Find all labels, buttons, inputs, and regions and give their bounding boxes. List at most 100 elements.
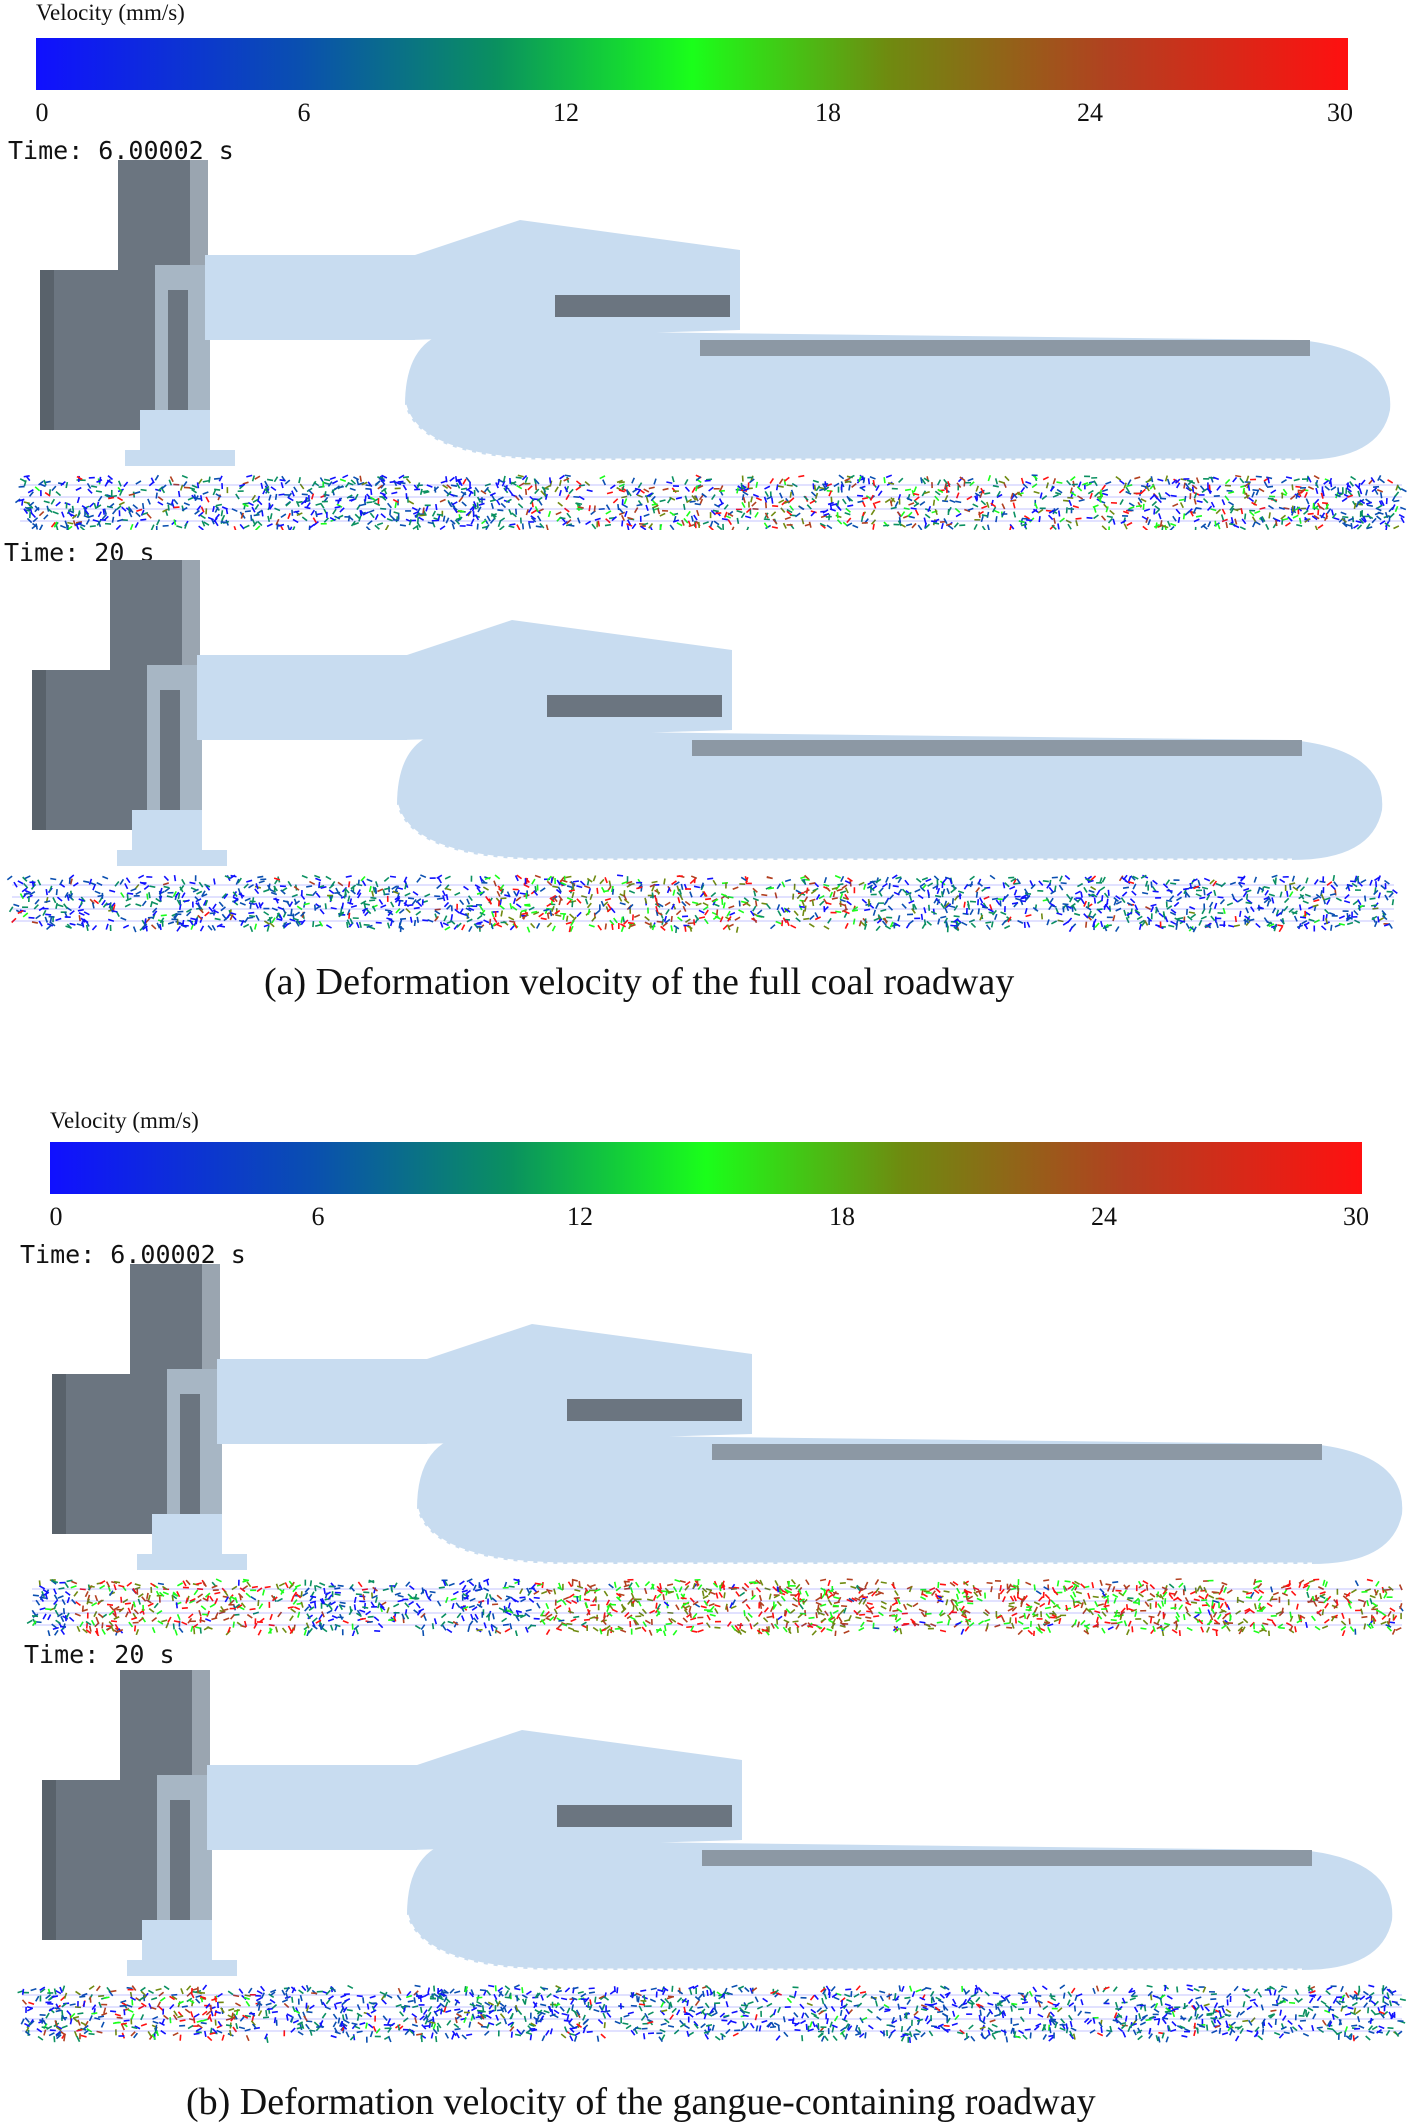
velocity-particle [358, 921, 362, 928]
velocity-particle [150, 477, 155, 484]
velocity-particle [1044, 1606, 1052, 1610]
velocity-particle [315, 1619, 322, 1624]
velocity-particle [1097, 496, 1103, 503]
velocity-particle [1313, 474, 1320, 480]
velocity-particle [466, 524, 473, 527]
velocity-particle [268, 916, 272, 924]
velocity-particle [549, 897, 556, 903]
velocity-particle [697, 1622, 704, 1625]
velocity-particle [1268, 893, 1275, 897]
velocity-particle [505, 1611, 512, 1616]
velocity-particle [965, 1594, 969, 1601]
velocity-particle [1346, 921, 1354, 926]
velocity-particle [664, 901, 671, 907]
velocity-particle [784, 878, 792, 883]
velocity-particle [87, 1584, 91, 1591]
velocity-particle [832, 891, 836, 898]
velocity-particle [1238, 910, 1242, 917]
velocity-particle [1001, 1616, 1006, 1623]
velocity-particle [670, 1617, 677, 1623]
velocity-particle [1346, 487, 1352, 493]
velocity-particle [124, 883, 129, 890]
velocity-particle [324, 478, 331, 482]
velocity-particle [1064, 874, 1071, 880]
velocity-particle [1282, 488, 1288, 495]
velocity-particle [26, 894, 33, 899]
velocity-particle [127, 892, 134, 895]
velocity-particle [895, 1617, 902, 1623]
velocity-particle [949, 499, 956, 504]
velocity-particle [218, 475, 223, 482]
velocity-particle [1330, 486, 1337, 491]
velocity-particle [478, 502, 485, 506]
velocity-particle [799, 1603, 804, 1610]
velocity-particle [89, 898, 95, 905]
velocity-particle [743, 897, 750, 903]
velocity-particle [1307, 476, 1312, 483]
velocity-particle [283, 922, 290, 929]
velocity-particle [447, 501, 453, 508]
velocity-particle [731, 526, 735, 530]
velocity-particle [159, 923, 162, 931]
velocity-particle [465, 510, 472, 517]
velocity-particle [296, 512, 303, 517]
velocity-particle [497, 496, 504, 501]
velocity-particle [708, 1602, 715, 1607]
velocity-particle [606, 1605, 610, 1613]
velocity-particle [524, 904, 531, 907]
velocity-particle [767, 887, 775, 890]
velocity-particle [1253, 1589, 1260, 1594]
velocity-particle [620, 925, 625, 933]
velocity-particle [1252, 1585, 1259, 1590]
velocity-particle [726, 910, 731, 917]
velocity-particle [644, 921, 651, 926]
velocity-particle [1203, 889, 1206, 896]
velocity-particle [1253, 1630, 1260, 1634]
velocity-particle [764, 485, 771, 490]
velocity-particle [120, 916, 127, 921]
velocity-particle [1023, 1626, 1030, 1630]
velocity-particle [117, 480, 122, 487]
velocity-particle [924, 1623, 931, 1628]
velocity-particle [765, 903, 771, 910]
velocity-particle [663, 1625, 667, 1632]
velocity-particle [466, 904, 473, 908]
velocity-particle [568, 1593, 575, 1599]
velocity-particle [339, 1601, 346, 1605]
velocity-particle [314, 923, 322, 927]
velocity-particle [62, 1623, 66, 1630]
velocity-particle [128, 511, 133, 518]
velocity-particle [1023, 1612, 1027, 1619]
velocity-particle [1206, 487, 1213, 493]
velocity-particle [977, 908, 980, 915]
velocity-particle [666, 887, 671, 894]
velocity-particle [793, 910, 799, 917]
velocity-particle [1289, 1611, 1292, 1618]
colorbar-tick: 30 [1327, 98, 1353, 127]
velocity-particle [836, 505, 842, 512]
velocity-particle [1313, 879, 1319, 885]
velocity-particle [442, 922, 449, 927]
velocity-particle [1195, 507, 1202, 510]
velocity-particle [1101, 1627, 1106, 1634]
velocity-particle [827, 1579, 831, 1587]
velocity-particle [1093, 514, 1099, 520]
velocity-particle [173, 913, 179, 919]
velocity-particle [135, 903, 142, 907]
velocity-particle [182, 481, 188, 487]
velocity-particle [269, 1613, 273, 1621]
velocity-particle [289, 1628, 295, 1635]
velocity-particle [91, 924, 98, 931]
velocity-particle [42, 1589, 49, 1594]
velocity-particle [1297, 1614, 1301, 1621]
velocity-particle [397, 1594, 404, 1598]
velocity-particle [206, 1610, 211, 1617]
velocity-particle [92, 884, 96, 891]
velocity-particle [364, 495, 367, 502]
velocity-particle [508, 508, 513, 516]
velocity-particle [708, 525, 714, 530]
velocity-particle [852, 918, 856, 925]
velocity-particle [251, 506, 256, 513]
velocity-particle [202, 899, 207, 906]
velocity-particle [1213, 902, 1218, 909]
